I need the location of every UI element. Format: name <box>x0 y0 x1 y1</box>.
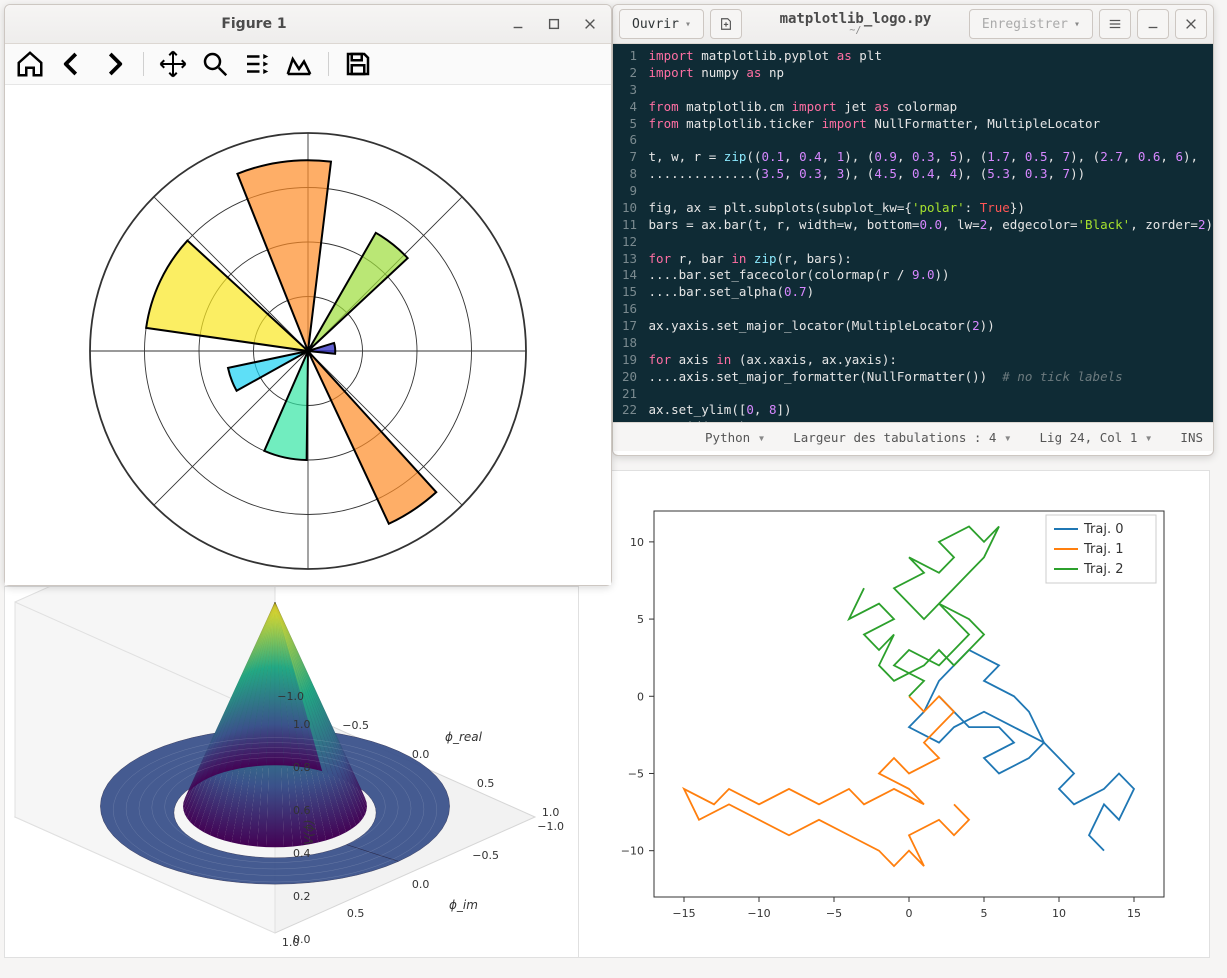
svg-text:−0.5: −0.5 <box>472 849 499 862</box>
svg-text:−10: −10 <box>621 845 644 858</box>
new-tab-button[interactable] <box>710 9 742 39</box>
pan-icon[interactable] <box>158 49 188 79</box>
close-button[interactable] <box>575 10 605 38</box>
close-button[interactable] <box>1175 9 1207 39</box>
svg-text:−1.0: −1.0 <box>537 820 564 833</box>
svg-text:5: 5 <box>637 613 644 626</box>
svg-text:10: 10 <box>1052 907 1066 920</box>
svg-text:0.5: 0.5 <box>477 777 495 790</box>
editor-window: Ouvrir matplotlib_logo.py ~/ Enregistrer… <box>612 4 1214 456</box>
svg-text:Traj. 2: Traj. 2 <box>1083 562 1124 577</box>
editor-statusbar: Python Largeur des tabulations : 4 Lig 2… <box>613 422 1213 451</box>
hamburger-button[interactable] <box>1099 9 1131 39</box>
status-cursor[interactable]: Lig 24, Col 1 <box>1040 430 1153 445</box>
figure1-window: Figure 1 <box>4 4 612 586</box>
traj-panel: −15 −10 −5 0 5 10 15 −10 −5 0 5 10 Traj. 0 Traj. 1 Tra… <box>578 470 1210 958</box>
svg-text:−10: −10 <box>747 907 770 920</box>
svg-text:0.6: 0.6 <box>293 804 311 817</box>
svg-text:0: 0 <box>906 907 913 920</box>
forward-icon[interactable] <box>99 49 129 79</box>
svg-text:ϕ_real: ϕ_real <box>445 730 483 744</box>
svg-text:10: 10 <box>630 536 644 549</box>
svg-text:−15: −15 <box>672 907 695 920</box>
svg-text:0.4: 0.4 <box>293 847 311 860</box>
matplotlib-toolbar <box>5 44 611 85</box>
edit-icon[interactable] <box>284 49 314 79</box>
figure1-title: Figure 1 <box>11 16 497 32</box>
svg-text:−5: −5 <box>628 767 644 780</box>
figure1-canvas <box>5 85 611 585</box>
back-icon[interactable] <box>57 49 87 79</box>
svg-text:0.5: 0.5 <box>347 907 365 920</box>
minimize-button[interactable] <box>503 10 533 38</box>
svg-text:0.8: 0.8 <box>293 761 311 774</box>
svg-text:0.0: 0.0 <box>412 878 430 891</box>
svg-text:Traj. 0: Traj. 0 <box>1083 522 1124 537</box>
polar-chart <box>5 85 611 585</box>
surface3d-chart: −1.0−0.50.00.51.0−1.0−0.50.00.51.00.00.2… <box>5 587 605 957</box>
svg-text:−1.0: −1.0 <box>277 690 304 703</box>
home-icon[interactable] <box>15 49 45 79</box>
save-label: Enregistrer <box>982 17 1068 32</box>
maximize-button[interactable] <box>539 10 569 38</box>
save-button[interactable]: Enregistrer <box>969 9 1093 39</box>
surface3d-panel: −1.0−0.50.00.51.0−1.0−0.50.00.51.00.00.2… <box>4 586 606 958</box>
svg-text:15: 15 <box>1127 907 1141 920</box>
editor-titlebar: Ouvrir matplotlib_logo.py ~/ Enregistrer <box>613 5 1213 44</box>
zoom-icon[interactable] <box>200 49 230 79</box>
trajectory-chart: −15 −10 −5 0 5 10 15 −10 −5 0 5 10 Traj. 0 Traj. 1 Tra… <box>579 471 1209 957</box>
svg-text:0: 0 <box>637 690 644 703</box>
svg-text:−5: −5 <box>826 907 842 920</box>
svg-text:0.0: 0.0 <box>293 933 311 946</box>
save-icon[interactable] <box>343 49 373 79</box>
svg-text:0.0: 0.0 <box>412 748 430 761</box>
status-ins: INS <box>1180 430 1203 445</box>
svg-text:1.0: 1.0 <box>542 806 560 819</box>
status-tabwidth[interactable]: Largeur des tabulations : 4 <box>793 430 1011 445</box>
svg-text:−0.5: −0.5 <box>342 719 369 732</box>
subplots-icon[interactable] <box>242 49 272 79</box>
editor-filepath: ~/ <box>849 25 861 36</box>
svg-text:Traj. 1: Traj. 1 <box>1083 542 1124 557</box>
svg-text:1.0: 1.0 <box>293 718 311 731</box>
svg-text:V(ϕ): V(ϕ) <box>302 819 316 845</box>
svg-text:0.2: 0.2 <box>293 890 311 903</box>
svg-text:ϕ_im: ϕ_im <box>449 898 478 912</box>
figure1-titlebar: Figure 1 <box>5 5 611 44</box>
code-editor-area[interactable]: 1 import matplotlib.pyplot as plt2 impor… <box>613 44 1213 422</box>
minimize-button[interactable] <box>1137 9 1169 39</box>
open-button[interactable]: Ouvrir <box>619 9 704 39</box>
open-label: Ouvrir <box>632 17 679 32</box>
status-language[interactable]: Python <box>705 430 765 445</box>
svg-text:5: 5 <box>981 907 988 920</box>
